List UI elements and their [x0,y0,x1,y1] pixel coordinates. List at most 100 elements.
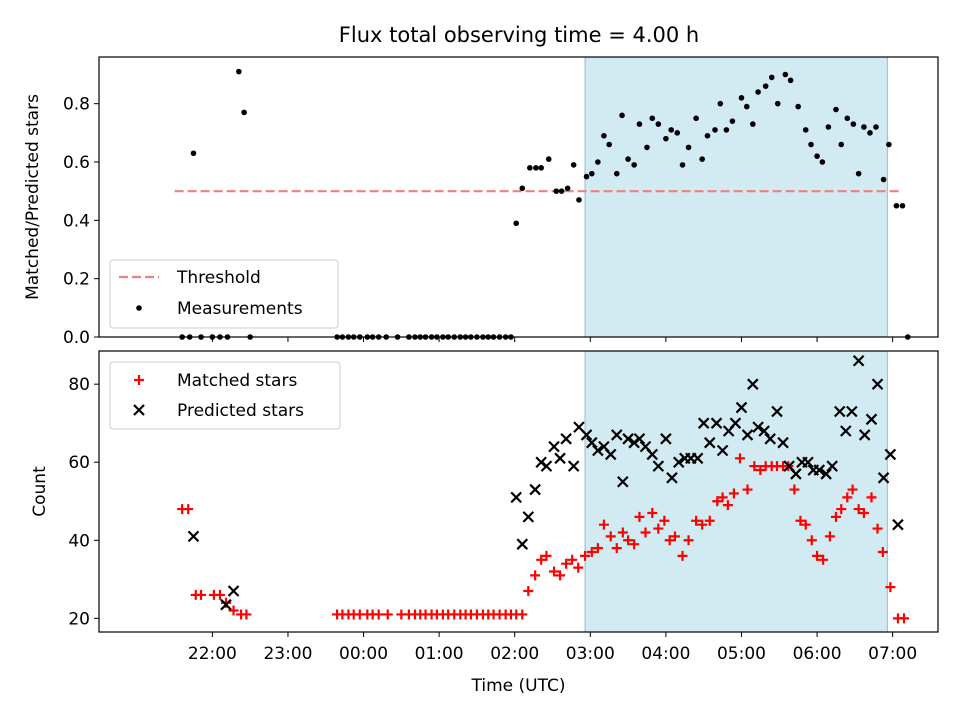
measurement-point [717,100,724,107]
predicted-star-point [877,472,890,484]
matched-star-point [830,511,841,522]
predicted-star-point [617,475,629,488]
matched-star-point [647,507,658,518]
matched-star-point [842,492,853,503]
measurement-point [699,156,705,162]
measurement-point [850,121,857,127]
legend-predicted-swatch [133,404,145,416]
matched-star-point [818,554,829,565]
matched-star-point [214,589,225,600]
measurement-point [190,150,197,157]
axes-frame [98,56,939,338]
predicted-star-point [672,456,685,469]
measurement-point [808,141,814,148]
matched-star-point [717,492,728,503]
x-axis-label: Time (UTC) [471,676,566,696]
predicted-star-point [871,378,884,390]
predicted-star-point [858,429,871,441]
matched-star-point [541,550,552,561]
measurement-point [762,83,769,89]
predicted-star-point [716,444,729,457]
measurement-point [236,68,242,75]
predicted-star-point [846,405,858,418]
measurement-point [685,144,692,151]
measurement-point [679,162,686,168]
predicted-star-point [735,401,748,414]
measurement-point [570,162,577,168]
matched-star-point [749,461,760,472]
predicted-star-point [790,468,802,480]
matched-star-point [530,570,541,581]
matched-star-point [611,543,622,554]
legend-matched-swatch [134,375,144,385]
measurement-point [538,165,544,171]
matched-star-point [734,453,745,464]
predicted-star-point [752,421,764,433]
measurement-point [743,103,750,110]
measurement-point [613,170,620,177]
measurement-point [553,188,560,194]
matched-star-point [592,543,603,554]
x-tick-label: 22:00 [188,644,237,664]
measurement-point [527,165,533,171]
predicted-star-point [592,444,604,457]
matched-star-point [728,488,739,499]
x-tick-label: 23:00 [263,644,312,664]
measurement-point [712,127,718,133]
predicted-star-point [729,417,742,429]
y-tick-label: 0.4 [63,211,90,231]
x-tick-label: 06:00 [793,644,842,664]
measurement-point [533,165,539,171]
matched-star-point [561,558,572,569]
predicted-star-point [691,452,704,465]
measurement-point [855,170,862,177]
legend-box [109,259,339,329]
predicted-star-point [510,491,523,504]
matched-star-point [691,515,702,526]
measurement-point [729,118,736,124]
measurement-point [833,106,839,113]
y-axis-label: Count [30,466,50,517]
matched-star-point [183,504,194,515]
measurement-point [589,170,595,177]
measurement-point [814,153,820,159]
matched-star-point [877,546,888,557]
predicted-star-point [187,530,200,543]
y-tick-label: 0.8 [63,95,90,115]
matched-star-point [373,609,384,620]
measurement-point [774,100,781,107]
matched-star-point [872,523,883,534]
matched-star-point [640,527,651,538]
measurement-point [844,115,851,122]
measurement-point [619,112,625,119]
matched-star-point [806,535,817,546]
predicted-star-point [622,433,634,445]
measurement-point [674,130,681,136]
measurement-point [576,197,582,203]
predicted-star-point [703,436,716,449]
measurement-point [899,202,906,209]
measurement-point [867,130,873,136]
matched-star-point [586,546,597,557]
measurement-point [595,159,601,165]
predicted-star-point [833,405,846,418]
y-tick-label: 40 [68,531,90,551]
measurement-point [631,162,637,168]
measurement-point [750,121,756,127]
measurement-point [755,89,761,95]
predicted-star-point [884,448,897,461]
predicted-star-point [771,405,783,418]
matched-star-point [722,500,733,511]
measurement-point [513,220,520,227]
matched-star-point [898,613,909,624]
measurement-point [636,121,643,127]
measurement-point [564,185,571,192]
matched-star-point [623,535,634,546]
x-tick-label: 01:00 [415,644,464,664]
predicted-star-point [220,598,232,611]
predicted-star-point [610,429,623,441]
legend-measurement-label: Measurements [177,299,303,319]
matched-star-point [683,535,694,546]
matched-star-point [598,519,609,530]
